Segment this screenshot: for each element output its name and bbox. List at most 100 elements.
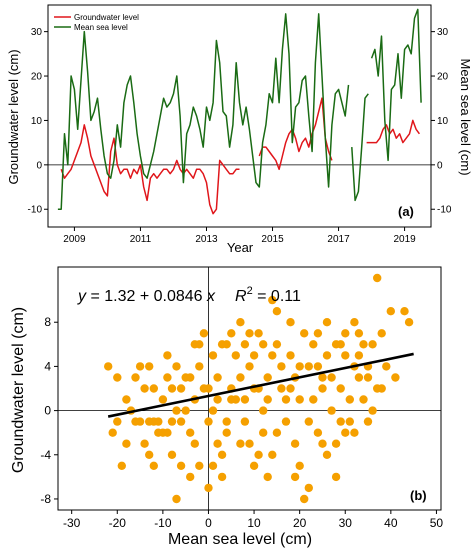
scatter-point: [300, 494, 309, 504]
scatter-point: [222, 340, 231, 349]
scatter-point: [167, 450, 177, 459]
legend-sea-label: Mean sea level: [74, 23, 128, 32]
scatter-point: [190, 340, 199, 349]
scatter-point: [227, 395, 236, 404]
scatter-point: [268, 351, 277, 360]
scatter-point: [309, 395, 318, 404]
scatter-point: [386, 307, 395, 316]
scatter-point: [213, 373, 222, 382]
scatter-point: [313, 362, 323, 371]
scatter-point: [295, 362, 304, 371]
panel-a-y-ticks-left: -10 0 10 20 30: [28, 27, 48, 216]
groundwater-line-segment-2: [366, 119, 421, 144]
scatter-point: [327, 373, 336, 382]
scatter-point: [391, 373, 400, 382]
scatter-point: [236, 373, 245, 382]
x-tick-label: -20: [109, 516, 127, 530]
scatter-point: [341, 428, 350, 437]
y-right-tick-label: 20: [437, 72, 449, 83]
scatter-point: [322, 450, 332, 459]
regression-equation: y = 1.32 + 0.0846 x R2 = 0.11: [77, 285, 301, 305]
y-tick-label: 10: [31, 116, 43, 127]
scatter-point: [236, 318, 245, 327]
scatter-point: [281, 417, 291, 426]
scatter-point: [204, 417, 213, 426]
scatter-point: [122, 395, 131, 404]
y-right-tick-label: 30: [437, 27, 449, 38]
scatter-point: [195, 461, 204, 470]
scatter-point: [240, 395, 250, 404]
x-tick-label: 50: [430, 516, 444, 530]
scatter-point: [154, 417, 163, 426]
x-tick-label: 2013: [195, 234, 218, 245]
scatter-point: [254, 450, 263, 459]
scatter-point: [204, 384, 213, 393]
scatter-point: [272, 307, 282, 316]
scatter-point: [373, 384, 382, 393]
scatter-point: [135, 362, 145, 371]
panel-a-x-ticks: 2009 2011 2013 2015 2017 2019: [63, 227, 416, 245]
scatter-point: [277, 384, 286, 393]
scatter-point: [404, 318, 414, 327]
scatter-point: [313, 329, 323, 338]
panel-a-frame: [47, 4, 432, 228]
scatter-point: [208, 461, 218, 470]
scatter-point: [167, 417, 177, 426]
scatter-point: [199, 329, 209, 338]
y-tick-label: 0: [36, 160, 42, 171]
scatter-point: [163, 351, 172, 360]
scatter-point: [245, 362, 254, 371]
panel-a-series-lines: [57, 8, 422, 215]
scatter-point: [290, 439, 300, 448]
x-tick-label: 40: [384, 516, 398, 530]
scatter-point: [163, 428, 172, 437]
scatter-point: [259, 406, 268, 415]
legend-groundwater-label: Groundwater level: [74, 13, 139, 22]
scatter-point: [286, 384, 295, 393]
scatter-point: [272, 428, 282, 437]
scatter-point: [149, 461, 158, 470]
scatter-point: [122, 439, 131, 448]
x-tick-label: 2011: [130, 234, 152, 245]
scatter-point: [363, 417, 373, 426]
y-tick-label: -10: [28, 205, 43, 216]
scatter-point: [231, 351, 240, 360]
x-tick-label: 30: [339, 516, 353, 530]
y-right-tick-label: 10: [437, 116, 449, 127]
x-tick-label: 20: [293, 516, 307, 530]
scatter-point: [149, 384, 158, 393]
y-tick-label: 4: [44, 359, 51, 373]
scatter-point: [195, 362, 204, 371]
scatter-point: [295, 395, 304, 404]
scatter-point: [377, 329, 386, 338]
scatter-point: [259, 428, 268, 437]
scatter-point: [108, 428, 117, 437]
y-tick-label: 0: [44, 404, 51, 418]
scatter-point: [350, 428, 359, 437]
scatter-point: [354, 373, 364, 382]
panel-a-y-ticks-right: -10 0 10 20 30: [431, 27, 452, 216]
panel-b-fit-line: [107, 352, 414, 418]
scatter-point: [286, 318, 295, 327]
x-tick-label: 2009: [63, 234, 86, 245]
scatter-point: [290, 472, 300, 482]
x-tick-label: 10: [247, 516, 261, 530]
scatter-point: [213, 439, 222, 448]
scatter-point: [322, 351, 332, 360]
scatter-point: [281, 395, 291, 404]
scatter-point: [245, 329, 254, 338]
scatter-point: [222, 417, 231, 426]
scatter-point: [268, 450, 277, 459]
scatter-point: [181, 406, 190, 415]
scatter-point: [368, 406, 377, 415]
scatter-point: [263, 472, 272, 482]
scatter-point: [304, 362, 313, 371]
scatter-point: [304, 483, 313, 493]
x-tick-label: 2015: [261, 234, 284, 245]
scatter-point: [354, 329, 364, 338]
scatter-point: [236, 439, 245, 448]
scatter-point: [172, 362, 181, 371]
scatter-point: [309, 340, 318, 349]
scatter-point: [245, 439, 254, 448]
scatter-point: [104, 362, 113, 371]
